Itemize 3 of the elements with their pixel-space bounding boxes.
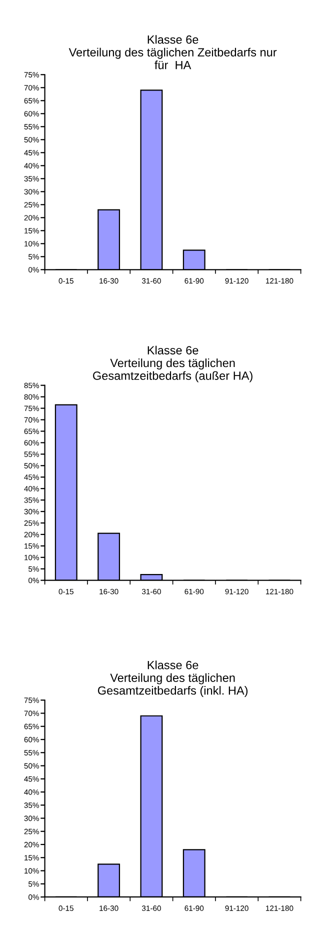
chart-title: Klasse 6e Verteilung des täglichen Zeitbedarfs nur für HA [68, 35, 277, 70]
chart-title: Klasse 6e Verteilung des täglichen Gesamtzeitbedarfs (inkl. HA) [98, 660, 248, 698]
chart-title: Klasse 6e Verteilung des täglichen Gesamtzeitbedarfs (außer HA) [93, 346, 252, 382]
